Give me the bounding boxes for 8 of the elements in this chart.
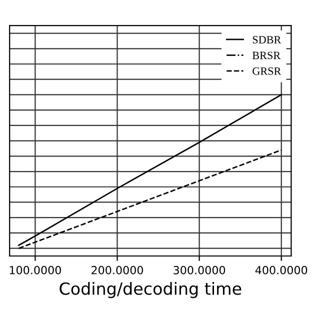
x-tick-label: 300.0000 [174,266,226,274]
x-axis-title: Coding/decoding time [60,282,242,298]
legend-label: GRSR [252,67,282,75]
x-tick-label: 100.0000 [10,266,61,274]
x-tick-label: 200.0000 [92,266,144,274]
legend-label: BRSR [252,52,281,60]
legend-label: SDBR [252,36,282,44]
x-tick-label: 400.0000 [255,266,308,274]
